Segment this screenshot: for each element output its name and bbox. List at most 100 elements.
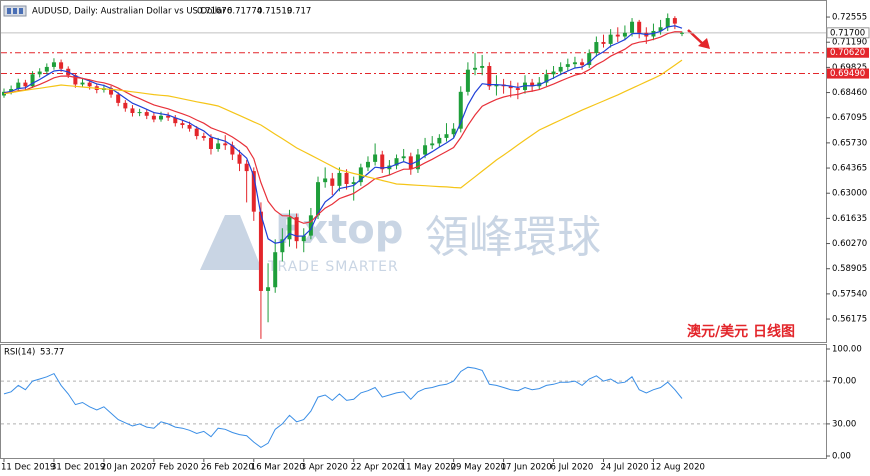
x-tick-label: 11 May 2020 [401, 463, 456, 473]
ohlc-open: 0.71676 [197, 7, 232, 17]
candle-body [423, 145, 428, 155]
candle-body [658, 27, 663, 31]
candle-body [87, 82, 92, 87]
moving-average [3, 59, 683, 189]
x-tick-label: 17 Jun 2020 [501, 463, 552, 473]
candle-body [37, 71, 42, 75]
y-tick-label: 0.60270 [832, 239, 867, 249]
candle-body [16, 82, 21, 90]
candle-body [80, 82, 85, 85]
current-price-label: 0.71700 [830, 28, 865, 38]
candle-body [130, 108, 135, 114]
candle-body [508, 86, 513, 89]
candle-body [223, 143, 228, 146]
x-tick-label: 16 Mar 2020 [251, 463, 305, 473]
candle-body [487, 66, 492, 87]
ohlc-low: 0.71519 [257, 7, 292, 17]
x-tick-label: 29 May 2020 [451, 463, 506, 473]
candle-body [572, 62, 577, 65]
candle-body [194, 128, 199, 137]
candle-body [544, 74, 549, 83]
chart-title: AUDUSD, Daily: Australian Dollar vs US D… [32, 7, 226, 17]
y-tick-label: 0.68460 [832, 88, 867, 98]
candle-body [615, 34, 620, 37]
candle-body [622, 32, 627, 37]
y-tick-label: 0.57540 [832, 289, 867, 299]
candle-body [159, 115, 164, 120]
moving-average [3, 31, 683, 224]
candle-body [451, 128, 456, 135]
x-tick-label: 20 Jan 2020 [101, 463, 152, 473]
moving-average [3, 25, 683, 244]
candle-body [587, 53, 592, 66]
candle-body [187, 125, 192, 129]
candle-body [672, 18, 677, 24]
x-tick-label: 6 Jul 2020 [551, 463, 594, 473]
watermark-chinese: 領峰環球 [425, 212, 601, 263]
x-tick-label: 7 Feb 2020 [151, 463, 199, 473]
candle-body [444, 134, 449, 138]
candle-body [551, 71, 556, 75]
x-tick-label: 26 Feb 2020 [201, 463, 254, 473]
candle-body [344, 172, 349, 184]
candle-body [401, 156, 406, 159]
rsi-tick-label: 70.00 [832, 377, 856, 387]
ohlc-high: 0.71774 [227, 7, 262, 17]
rsi-tick-label: 100.00 [832, 345, 862, 355]
candle-body [51, 62, 56, 67]
candle-body [59, 62, 64, 69]
candle-body [137, 112, 142, 114]
candle-body [301, 235, 306, 242]
candle-body [480, 66, 485, 68]
candle-body [201, 136, 206, 138]
candle-body [258, 211, 263, 291]
rsi-tick-label: 30.00 [832, 419, 856, 429]
candle-body [565, 64, 570, 67]
price-label: 0.69490 [830, 69, 865, 79]
candle-body [608, 34, 613, 44]
candle-body [123, 102, 128, 109]
rsi-name: RSI(14) [4, 348, 35, 358]
x-tick-label: 24 Jul 2020 [600, 463, 648, 473]
candle-body [23, 82, 28, 87]
candle-body [287, 217, 292, 240]
candle-body [601, 42, 606, 44]
candle-body [580, 62, 585, 66]
candle-body [515, 88, 520, 90]
candle-body [458, 91, 463, 129]
candle-body [9, 89, 14, 92]
watermark-brand: Fxtop [275, 207, 403, 253]
y-tick-label: 0.67095 [832, 113, 867, 123]
y-tick-label: 0.72555 [832, 13, 867, 23]
rsi-tick-label: 0.00 [832, 452, 851, 462]
candle-body [116, 94, 121, 103]
y-tick-label: 0.64365 [832, 164, 867, 174]
candle-body [266, 287, 271, 291]
candle-body [394, 158, 399, 166]
candle-body [415, 154, 420, 170]
candle-body [637, 21, 642, 33]
x-tick-label: 11 Dec 2019 [1, 463, 55, 473]
annotation: 澳元/美元 日线图 [687, 323, 795, 340]
candle-body [144, 112, 149, 116]
arrow-head [698, 38, 710, 49]
candle-body [44, 66, 49, 72]
candle-body [408, 156, 413, 170]
price-label: 0.70620 [830, 48, 865, 58]
watermark-slogan: TRADE SMARTER [267, 259, 399, 275]
candle-body [166, 115, 171, 118]
main-panel [0, 0, 827, 343]
candle-body [30, 74, 35, 87]
candle-body [208, 137, 213, 149]
candle-body [630, 21, 635, 33]
candle-body [680, 32, 684, 34]
rsi-value: 53.77 [40, 348, 64, 358]
candle-body [173, 117, 178, 124]
candle-body [109, 88, 114, 95]
window-icon [3, 5, 27, 17]
price-label-box [827, 68, 869, 79]
candle-body [494, 84, 499, 87]
candle-body [308, 215, 313, 236]
candle-body [365, 161, 370, 168]
